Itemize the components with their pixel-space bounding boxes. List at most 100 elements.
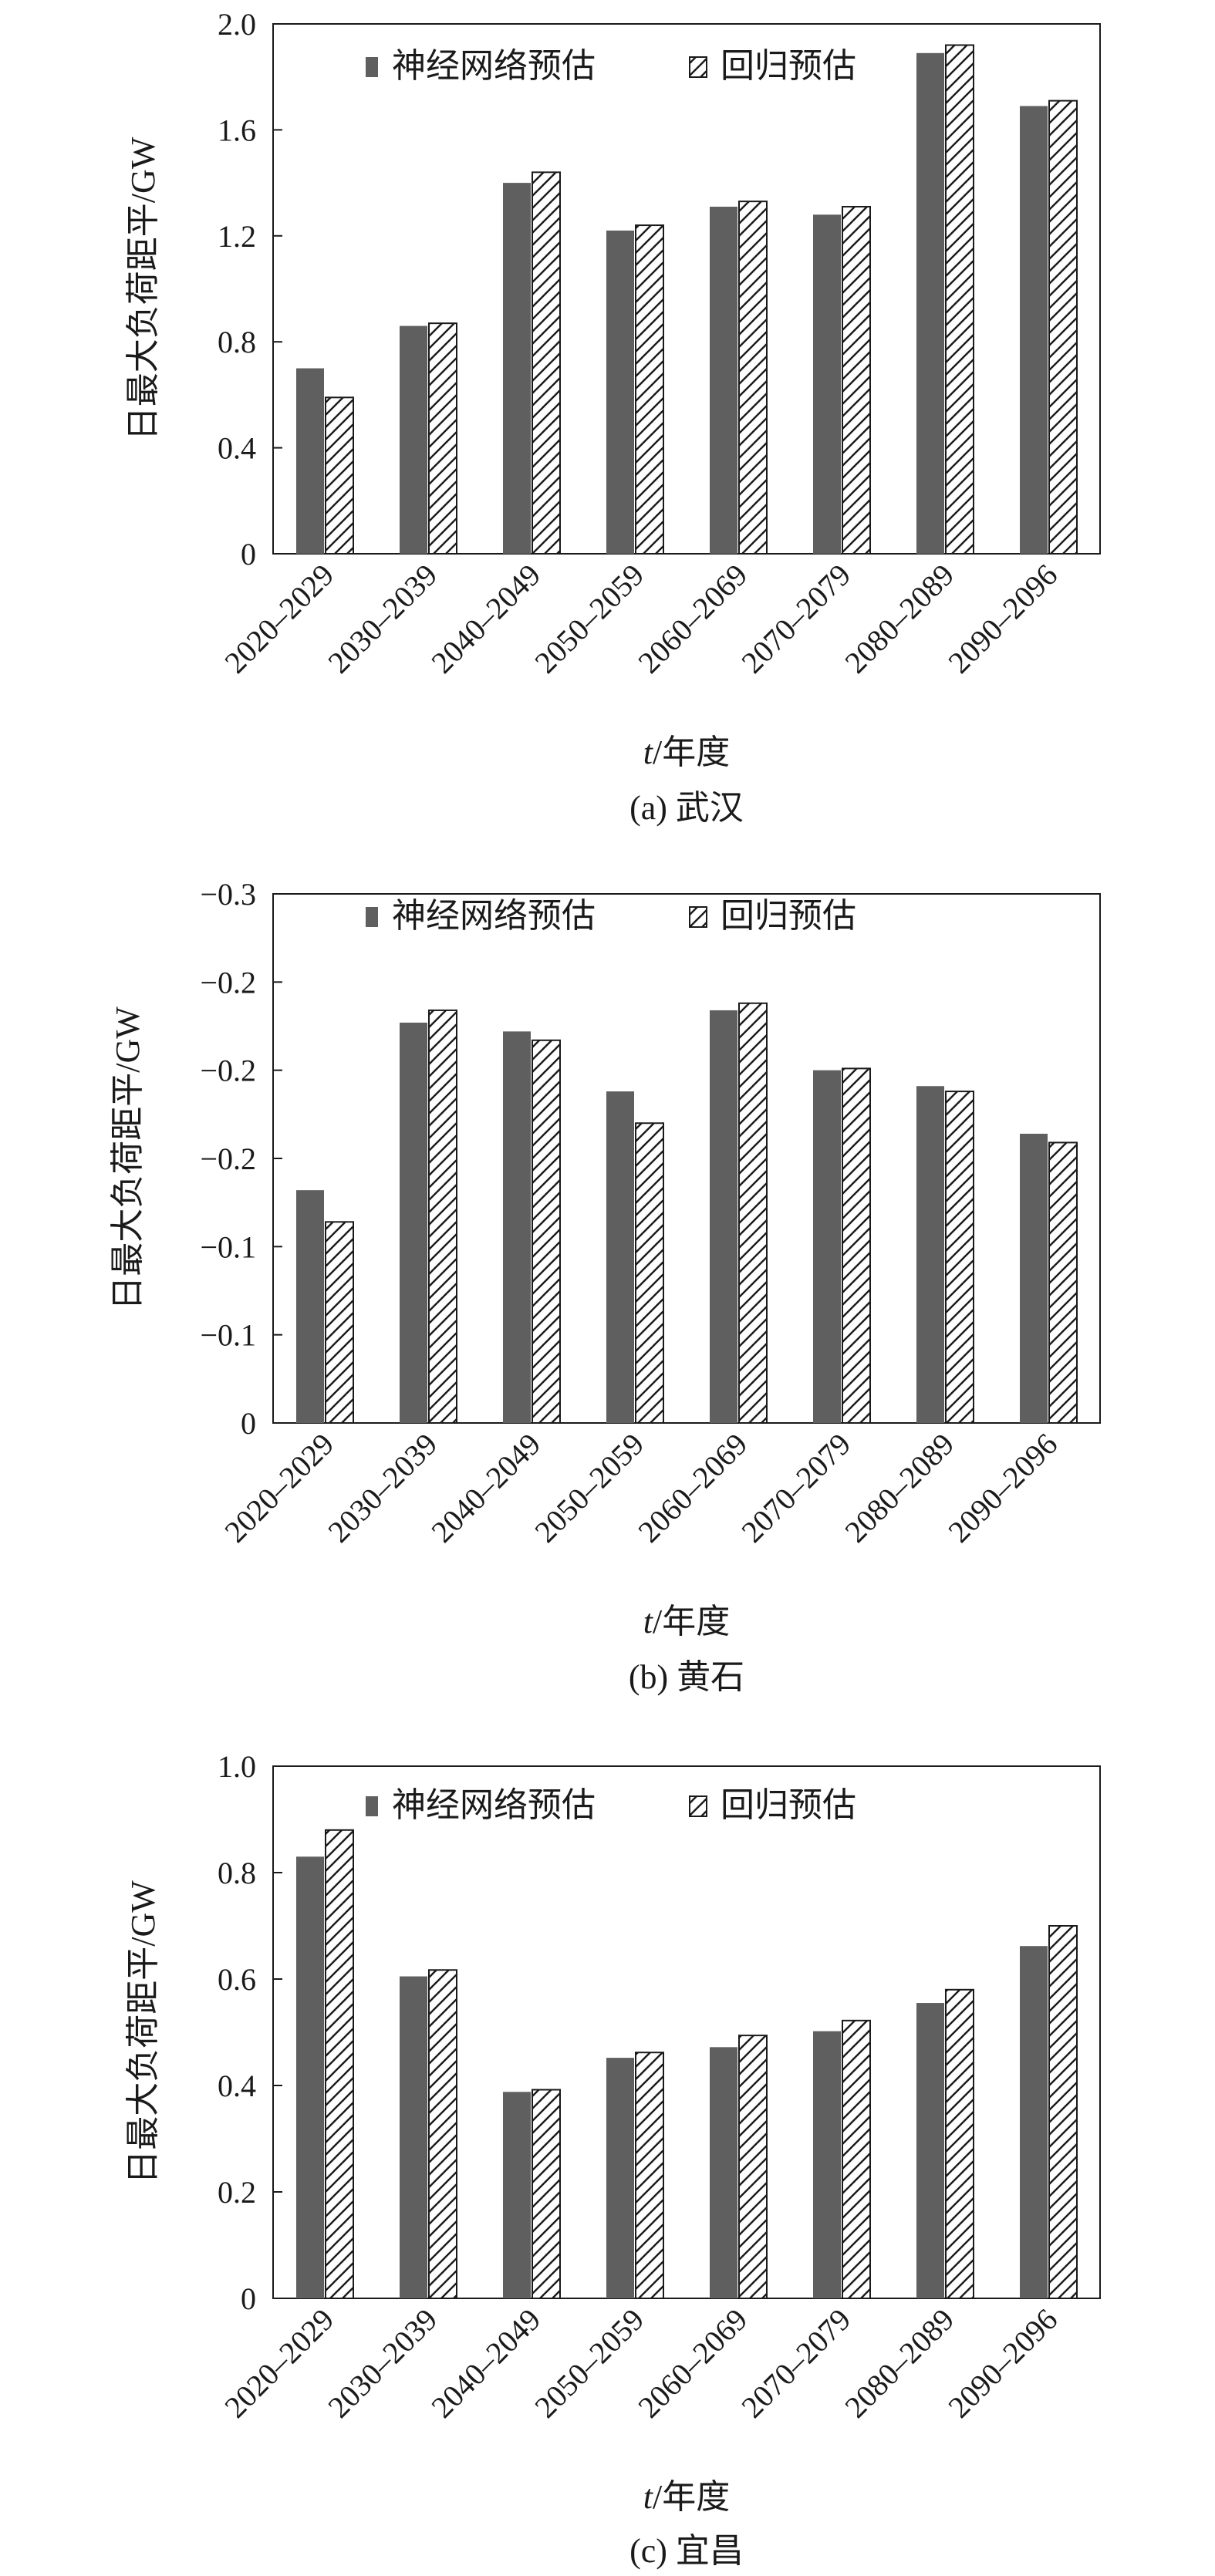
- bar-neural: [916, 52, 944, 554]
- chart-panel-3: 0 0.2 0.4 0.6 0.8 1.0 2020–20292030–20392040–2…: [124, 1749, 1101, 2570]
- y-tick-label: 2.0: [218, 7, 256, 42]
- bar-regression: [1048, 1925, 1078, 2299]
- y-tick-label: −0.3: [200, 877, 256, 912]
- y-tick-label: −0.2: [200, 1141, 256, 1176]
- y-tick-label: 0: [241, 537, 256, 572]
- bar-regression: [428, 1009, 457, 1425]
- y-tick-label: 0.4: [218, 431, 256, 466]
- y-tick-label: 0: [241, 2281, 256, 2316]
- x-axis-title-unit: /年度: [653, 733, 730, 771]
- x-tick-label: 2090–2096: [941, 1427, 1064, 1549]
- y-tick-label: 0.8: [218, 325, 256, 359]
- bar-regression: [842, 2019, 871, 2300]
- plot-frame: [272, 893, 1101, 1424]
- bar-regression: [842, 1067, 871, 1424]
- x-tick-label: 2020–2029: [218, 1427, 340, 1549]
- x-tick-label: 2070–2079: [734, 558, 857, 680]
- y-tick-label: −0.2: [200, 1054, 256, 1088]
- y-tick-label: 1.0: [218, 1749, 256, 1784]
- bar-neural: [916, 1086, 944, 1423]
- bar-neural: [400, 325, 427, 554]
- bar-regression: [428, 322, 457, 555]
- x-axis-title: t/年度: [643, 1603, 730, 1640]
- y-axis-title: 日最大负荷距平/GW: [109, 1006, 147, 1310]
- bar-regression: [945, 1988, 974, 2300]
- legend-label-neural: 神经网络预估: [392, 1786, 596, 1824]
- bar-regression: [842, 206, 871, 555]
- bar-regression: [532, 1039, 561, 1424]
- y-tick-label: −0.1: [200, 1318, 256, 1353]
- y-tick-label: 1.2: [218, 219, 256, 254]
- bar-neural: [710, 207, 737, 554]
- x-tick-label: 2020–2029: [218, 2302, 340, 2425]
- y-tick-label: 0: [241, 1406, 256, 1441]
- bar-regression: [1048, 99, 1078, 555]
- legend-swatch-neural: [366, 1796, 378, 1816]
- panel-caption: (c) 宜昌: [629, 2532, 744, 2570]
- y-tick-label: −0.2: [200, 965, 256, 1000]
- x-tick-label: 2090–2096: [941, 2302, 1064, 2425]
- bar-neural: [813, 214, 841, 554]
- x-tick-label: 2090–2096: [941, 558, 1064, 680]
- legend-label-regression: 回归预估: [721, 47, 856, 85]
- x-tick-label: 2080–2089: [838, 1427, 960, 1549]
- x-tick-label: 2070–2079: [734, 1427, 857, 1549]
- bar-neural: [1020, 1946, 1048, 2298]
- x-tick-label: 2080–2089: [838, 2302, 960, 2425]
- x-tick-label: 2040–2049: [424, 1427, 547, 1549]
- bar-neural: [916, 2003, 944, 2298]
- legend-swatch-regression: [689, 906, 707, 928]
- bar-regression: [428, 1969, 457, 2300]
- legend: 神经网络预估 回归预估: [366, 47, 856, 85]
- x-axis-title: t/年度: [643, 2478, 730, 2516]
- plot-frame: [272, 1765, 1101, 2299]
- x-axis-title-var: t: [643, 2478, 654, 2516]
- bar-regression: [325, 1829, 354, 2300]
- y-axis-title: 日最大负荷距平/GW: [124, 1880, 162, 2184]
- bar-regression: [1048, 1141, 1078, 1425]
- bar-regression: [635, 2052, 664, 2299]
- y-tick-label: 0.8: [218, 1856, 256, 1890]
- bar-neural: [296, 1190, 324, 1423]
- bar-regression: [945, 44, 974, 555]
- bar-regression: [325, 396, 354, 555]
- x-axis-title-unit: /年度: [653, 1603, 730, 1640]
- x-tick-label: 2070–2079: [734, 2302, 857, 2425]
- legend-label-regression: 回归预估: [721, 1786, 856, 1824]
- y-tick-label: 0.4: [218, 2069, 256, 2103]
- legend-label-neural: 神经网络预估: [392, 897, 596, 935]
- y-tick-label: 1.6: [218, 113, 256, 147]
- bar-neural: [1020, 1133, 1048, 1423]
- legend-label-neural: 神经网络预估: [392, 47, 596, 85]
- bar-regression: [532, 171, 561, 555]
- legend-swatch-regression: [689, 56, 707, 78]
- bar-regression: [738, 201, 768, 555]
- bar-neural: [1020, 106, 1048, 555]
- bar-regression: [738, 1002, 768, 1424]
- legend: 神经网络预估 回归预估: [366, 897, 856, 935]
- legend: 神经网络预估 回归预估: [366, 1786, 856, 1824]
- bar-neural: [296, 1856, 324, 2298]
- y-tick-label: −0.1: [200, 1229, 256, 1264]
- bar-regression: [945, 1091, 974, 1425]
- bar-neural: [606, 2058, 634, 2298]
- x-tick-label: 2040–2049: [424, 558, 547, 680]
- x-tick-label: 2020–2029: [218, 558, 340, 680]
- bar-neural: [400, 1976, 427, 2298]
- x-tick-label: 2050–2059: [528, 1427, 650, 1549]
- legend-swatch-regression: [689, 1795, 707, 1817]
- x-tick-label: 2050–2059: [528, 2302, 650, 2425]
- bar-regression: [532, 2089, 561, 2300]
- chart-panel-2: 0 −0.1 −0.1 −0.2 −0.2 −0.2 −0.3 2020–20292030–2…: [109, 877, 1101, 1696]
- bar-neural: [813, 1070, 841, 1423]
- bar-regression: [738, 2035, 768, 2299]
- x-tick-label: 2030–2039: [321, 1427, 444, 1549]
- y-axis-title: 日最大负荷距平/GW: [124, 137, 162, 440]
- legend-label-regression: 回归预估: [721, 897, 856, 935]
- x-tick-label: 2060–2069: [631, 1427, 754, 1549]
- panel-caption: (a) 武汉: [629, 789, 744, 827]
- legend-swatch-neural: [366, 57, 378, 77]
- x-tick-label: 2030–2039: [321, 2302, 444, 2425]
- x-axis-title-var: t: [643, 1603, 654, 1640]
- x-tick-label: 2030–2039: [321, 558, 444, 680]
